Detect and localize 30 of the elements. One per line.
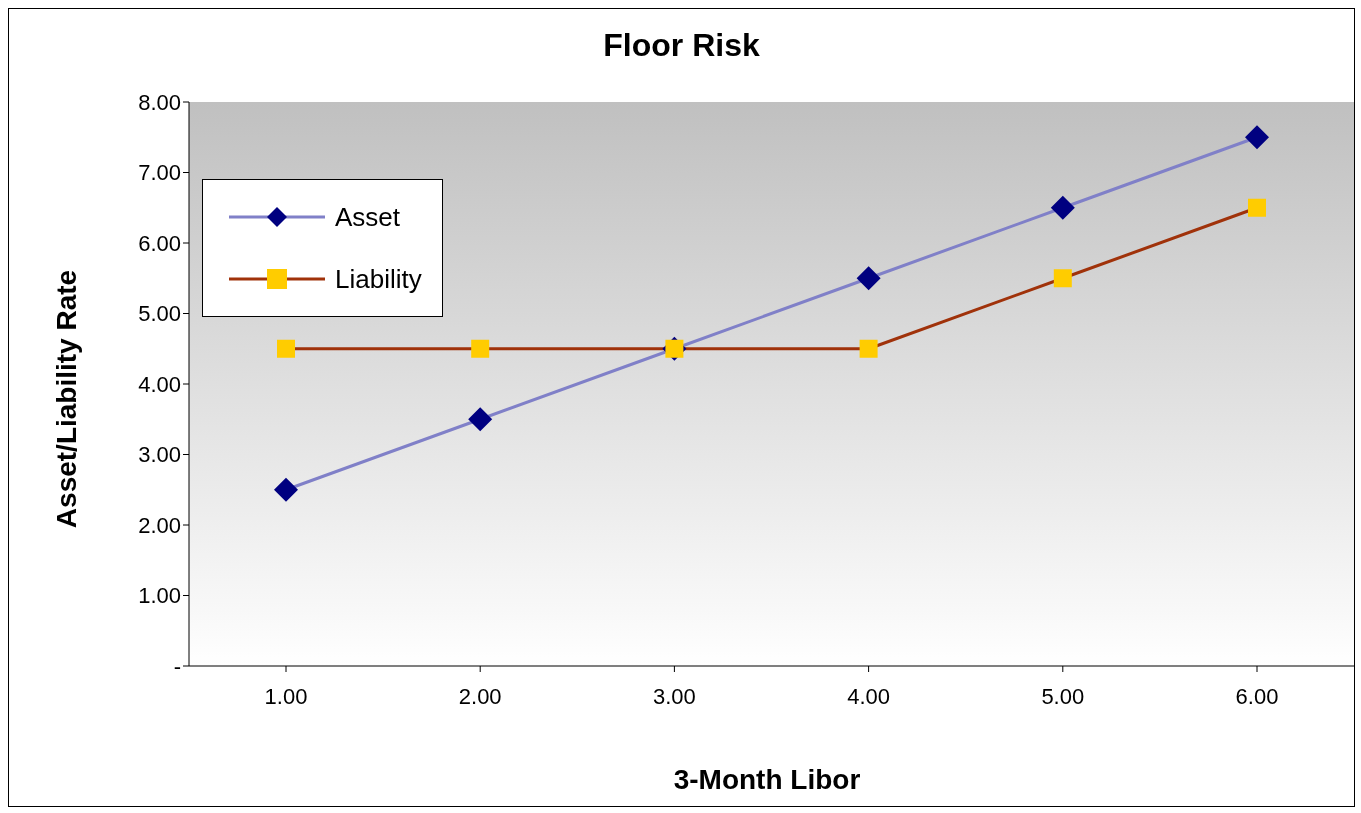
point — [859, 339, 878, 358]
y-tick-label: 5.00 — [138, 301, 181, 327]
x-tick-label: 5.00 — [1041, 683, 1085, 709]
point — [468, 407, 493, 432]
x-tick-label: 2.00 — [458, 683, 502, 709]
legend-label: Asset — [335, 201, 401, 233]
chart-title: Floor Risk — [602, 27, 761, 64]
y-tick-label: 4.00 — [138, 371, 181, 397]
x-tick-label: 4.00 — [847, 683, 891, 709]
point — [1053, 269, 1072, 288]
x-tick-label: 6.00 — [1235, 683, 1279, 709]
y-tick-label: 3.00 — [138, 442, 181, 468]
y-tick-label: 7.00 — [138, 160, 181, 186]
y-tick-label: 2.00 — [138, 512, 181, 538]
point — [277, 339, 295, 358]
x-tick-label: 1.00 — [264, 683, 308, 709]
y-tick-label: 1.00 — [138, 583, 181, 609]
point — [1245, 125, 1269, 150]
point — [274, 477, 298, 502]
x-axis-title: 3-Month Libor — [672, 764, 862, 796]
point — [471, 339, 490, 358]
point — [1050, 195, 1075, 220]
y-axis-title: Asset/Liability Rate — [51, 269, 83, 529]
point — [1248, 198, 1266, 217]
y-tick-label: - — [173, 653, 181, 679]
legend-label: Liability — [335, 263, 422, 295]
x-tick-label: 3.00 — [652, 683, 696, 709]
y-tick-label: 8.00 — [138, 89, 181, 115]
y-tick-label: 6.00 — [138, 230, 181, 256]
point — [856, 266, 881, 291]
